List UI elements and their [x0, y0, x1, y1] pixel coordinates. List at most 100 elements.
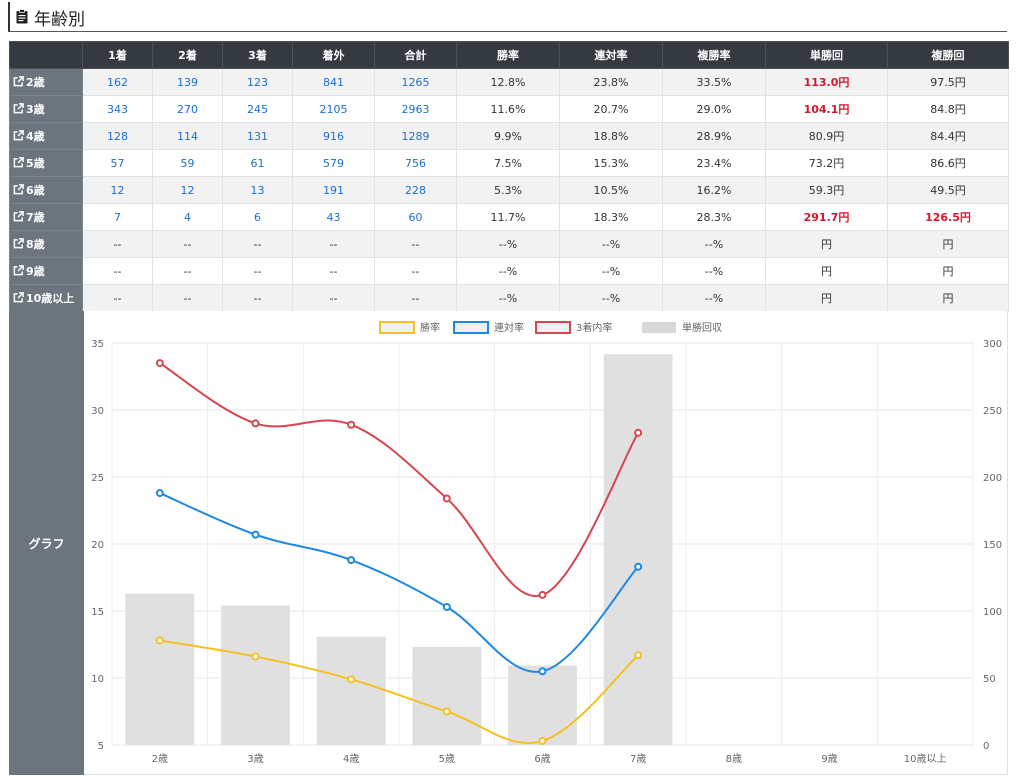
legend-swatch — [379, 321, 415, 334]
y-right-tick: 250 — [983, 406, 1002, 417]
table-cell-c2[interactable]: 114 — [152, 122, 223, 150]
y-right-tick: 100 — [983, 607, 1002, 618]
table-cell-total[interactable]: 756 — [374, 149, 457, 177]
column-header: 着外 — [292, 41, 375, 69]
section-header: 年齢別 — [8, 2, 1007, 32]
bar-tansho — [221, 605, 290, 745]
data-point — [538, 736, 547, 745]
table-cell-c3[interactable]: 6 — [222, 203, 293, 231]
table-cell-ren: --% — [559, 230, 663, 258]
row-label: 7歳 — [26, 211, 45, 224]
row-label-link[interactable]: 6歳 — [9, 176, 83, 204]
x-tick: 7歳 — [630, 753, 646, 765]
table-cell-ren: --% — [559, 284, 663, 312]
table-cell-tan: 円 — [765, 230, 888, 258]
table-cell-c2[interactable]: 12 — [152, 176, 223, 204]
table-cell-ren: 18.3% — [559, 203, 663, 231]
table-cell-fuku: 33.5% — [662, 68, 766, 96]
row-label: 6歳 — [26, 184, 45, 197]
table-cell-fuku: --% — [662, 230, 766, 258]
table-cell-ren: 15.3% — [559, 149, 663, 177]
y-left-tick: 10 — [91, 674, 104, 685]
table-row: 9歳 -- -- -- -- -- --% --% --% 円円 — [9, 257, 1009, 285]
table-cell-win: 9.9% — [456, 122, 560, 150]
table-cell-c1[interactable]: 57 — [82, 149, 153, 177]
data-point — [538, 667, 547, 676]
table-cell-out: -- — [292, 284, 375, 312]
row-label-link[interactable]: 7歳 — [9, 203, 83, 231]
table-cell-ren: --% — [559, 257, 663, 285]
table-cell-c1[interactable]: 7 — [82, 203, 153, 231]
table-cell-ren: 10.5% — [559, 176, 663, 204]
table-cell-total: -- — [374, 230, 457, 258]
row-label-link[interactable]: 10歳以上 — [9, 284, 83, 312]
table-cell-c1[interactable]: 162 — [82, 68, 153, 96]
table-cell-c3[interactable]: 131 — [222, 122, 293, 150]
row-label: 3歳 — [26, 103, 45, 116]
external-link-icon — [13, 103, 24, 114]
table-cell-total[interactable]: 1289 — [374, 122, 457, 150]
data-point — [155, 359, 164, 368]
table-cell-c2[interactable]: 59 — [152, 149, 223, 177]
row-label-link[interactable]: 5歳 — [9, 149, 83, 177]
table-cell-c3: -- — [222, 230, 293, 258]
table-cell-c2[interactable]: 270 — [152, 95, 223, 123]
row-label-link[interactable]: 8歳 — [9, 230, 83, 258]
data-point — [634, 562, 643, 571]
table-cell-c2[interactable]: 139 — [152, 68, 223, 96]
table-cell-c3[interactable]: 13 — [222, 176, 293, 204]
table-cell-total[interactable]: 60 — [374, 203, 457, 231]
row-label-link[interactable]: 2歳 — [9, 68, 83, 96]
table-cell-total[interactable]: 228 — [374, 176, 457, 204]
table-cell-out[interactable]: 2105 — [292, 95, 375, 123]
y-left-tick: 30 — [91, 406, 104, 417]
table-cell-c3[interactable]: 123 — [222, 68, 293, 96]
table-cell-win: 11.6% — [456, 95, 560, 123]
table-cell-out[interactable]: 841 — [292, 68, 375, 96]
row-label-link[interactable]: 9歳 — [9, 257, 83, 285]
table-cell-c2[interactable]: 4 — [152, 203, 223, 231]
table-cell-fukuret: 円 — [887, 284, 1009, 312]
table-cell-total[interactable]: 1265 — [374, 68, 457, 96]
row-label-link[interactable]: 4歳 — [9, 122, 83, 150]
bar-tansho — [412, 646, 482, 745]
table-cell-out[interactable]: 916 — [292, 122, 375, 150]
row-label: 10歳以上 — [26, 292, 75, 305]
table-cell-tan: 円 — [765, 257, 888, 285]
external-link-icon — [13, 130, 24, 141]
series-line — [159, 492, 639, 673]
table-cell-out[interactable]: 43 — [292, 203, 375, 231]
y-right-tick: 200 — [983, 473, 1002, 484]
data-point — [251, 419, 260, 428]
external-link-icon — [13, 265, 24, 276]
table-cell-fukuret: 84.4円 — [887, 122, 1009, 150]
x-tick: 5歳 — [439, 753, 455, 765]
row-label-link[interactable]: 3歳 — [9, 95, 83, 123]
legend-swatch — [642, 322, 676, 333]
table-cell-c1[interactable]: 12 — [82, 176, 153, 204]
data-point — [442, 707, 451, 716]
table-cell-c3[interactable]: 245 — [222, 95, 293, 123]
table-cell-c1[interactable]: 343 — [82, 95, 153, 123]
table-row: 5歳 57 59 61 579 756 7.5% 15.3% 23.4% 73.2円 86.6円 — [9, 149, 1009, 177]
table-cell-win: 11.7% — [456, 203, 560, 231]
y-right-tick: 300 — [983, 339, 1002, 350]
table-cell-c3[interactable]: 61 — [222, 149, 293, 177]
table-cell-c1[interactable]: 128 — [82, 122, 153, 150]
y-right-tick: 50 — [983, 674, 996, 685]
column-header: 3着 — [222, 41, 293, 69]
table-cell-c1: -- — [82, 230, 153, 258]
table-cell-out[interactable]: 191 — [292, 176, 375, 204]
bar-tansho — [603, 354, 673, 745]
table-cell-win: --% — [456, 257, 560, 285]
table-cell-out[interactable]: 579 — [292, 149, 375, 177]
table-row: 10歳以上 -- -- -- -- -- --% --% --% 円円 — [9, 284, 1009, 312]
table-cell-c2: -- — [152, 257, 223, 285]
column-header: 連対率 — [559, 41, 663, 69]
row-label: 4歳 — [26, 130, 45, 143]
table-cell-tan: 59.3円 — [765, 176, 888, 204]
table-cell-fukuret: 126.5円 — [887, 203, 1009, 231]
table-cell-total[interactable]: 2963 — [374, 95, 457, 123]
table-cell-tan: 73.2円 — [765, 149, 888, 177]
table-header-row: 1着 2着 3着 着外 合計 勝率 連対率 複勝率 単勝回 複勝回 — [9, 41, 1009, 69]
